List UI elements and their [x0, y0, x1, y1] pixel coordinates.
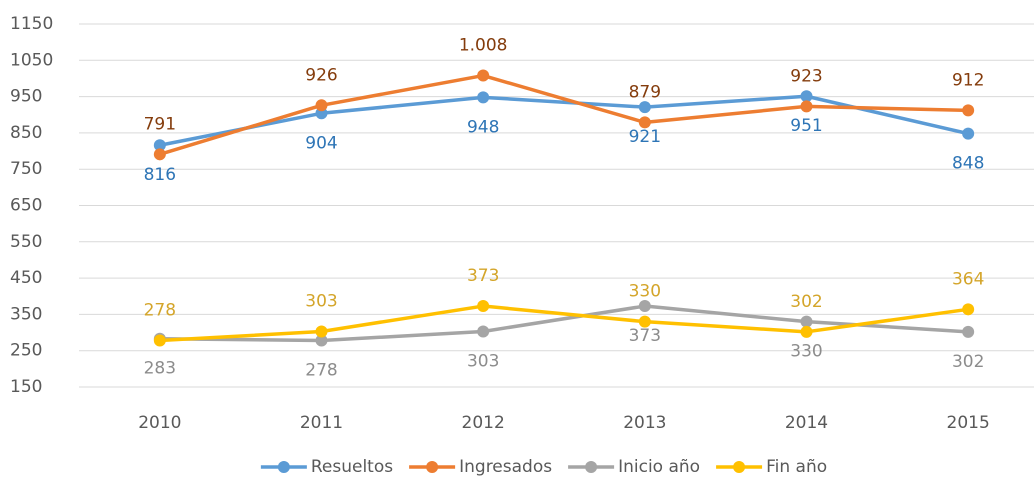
data-point: [800, 90, 813, 103]
x-tick-label: 2015: [947, 413, 990, 433]
data-label: 926: [305, 65, 337, 85]
y-tick-label: 950: [10, 87, 42, 107]
data-label: 948: [467, 117, 499, 137]
data-point: [638, 315, 651, 328]
legend-label: Inicio año: [618, 457, 700, 477]
y-tick-label: 750: [10, 159, 42, 179]
data-label: 791: [144, 114, 176, 134]
data-point: [477, 300, 490, 313]
y-tick-label: 1150: [10, 14, 53, 34]
data-point: [315, 99, 328, 112]
data-label: 278: [144, 301, 176, 321]
data-point: [477, 325, 490, 338]
y-tick-label: 550: [10, 232, 42, 252]
data-label: 302: [790, 292, 822, 312]
data-point: [962, 303, 975, 316]
data-point: [638, 300, 651, 313]
legend-marker: [426, 461, 439, 473]
y-tick-label: 850: [10, 123, 42, 143]
data-point: [153, 139, 166, 152]
data-label: 921: [629, 127, 661, 147]
data-point: [638, 116, 651, 129]
legend-marker: [277, 461, 290, 473]
data-point: [800, 325, 813, 338]
series-line: [159, 73, 969, 156]
legend-label: Ingresados: [459, 457, 552, 477]
data-label: 283: [144, 359, 176, 379]
x-tick-label: 2012: [462, 413, 505, 433]
x-tick-label: 2014: [785, 413, 828, 433]
data-point: [962, 104, 975, 117]
legend-label: Fin año: [766, 457, 827, 477]
data-point: [638, 101, 651, 114]
data-label: 303: [305, 291, 337, 311]
y-tick-label: 1050: [10, 50, 53, 70]
data-point: [800, 100, 813, 113]
data-point: [315, 334, 328, 347]
x-tick-label: 2010: [138, 413, 181, 433]
data-label: 330: [790, 342, 822, 362]
data-label: 848: [952, 154, 984, 174]
data-point: [477, 91, 490, 104]
data-label: 816: [144, 165, 176, 185]
data-label: 303: [467, 351, 499, 371]
data-label: 302: [952, 352, 984, 372]
data-label: 364: [952, 269, 984, 289]
legend-marker: [585, 461, 598, 473]
y-tick-label: 450: [10, 268, 42, 288]
series-line: [159, 94, 969, 147]
data-point: [153, 334, 166, 347]
y-tick-label: 350: [10, 304, 42, 324]
data-label: 951: [790, 116, 822, 136]
data-point: [800, 315, 813, 328]
series-line: [159, 304, 969, 343]
data-point: [153, 148, 166, 161]
data-label: 879: [629, 82, 661, 102]
data-point: [962, 325, 975, 338]
legend-label: Resueltos: [311, 457, 393, 477]
y-tick-label: 650: [10, 196, 42, 216]
data-label: 912: [952, 70, 984, 90]
x-tick-label: 2013: [623, 413, 666, 433]
data-point: [962, 127, 975, 140]
data-label: 330: [629, 282, 661, 302]
data-label: 923: [790, 66, 822, 86]
data-label: 278: [305, 361, 337, 381]
x-tick-label: 2011: [300, 413, 343, 433]
data-label: 373: [467, 266, 499, 286]
y-tick-label: 150: [10, 377, 42, 397]
data-label: 373: [629, 326, 661, 346]
data-point: [477, 69, 490, 82]
data-label: 904: [305, 133, 337, 153]
y-tick-label: 250: [10, 341, 42, 361]
data-point: [315, 325, 328, 338]
legend-marker: [733, 461, 746, 473]
series-line: [159, 304, 969, 343]
data-label: 1.008: [459, 36, 508, 56]
